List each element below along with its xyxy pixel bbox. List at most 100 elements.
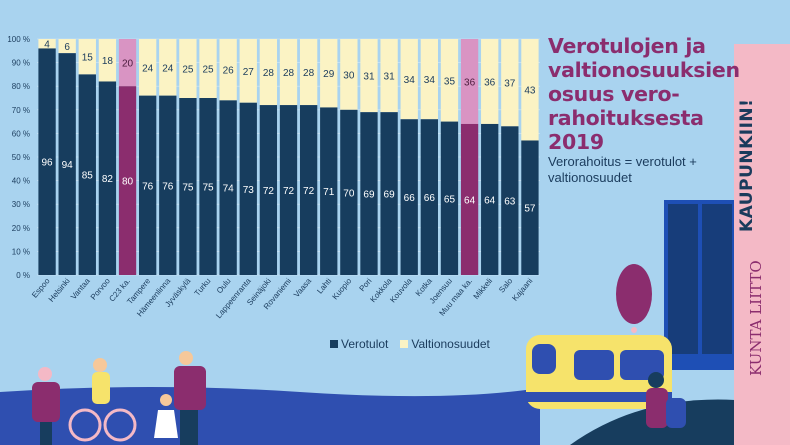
data-label-valtionosuudet: 25 [202,65,214,76]
bar-valtionosuudet [420,39,438,120]
x-tick-label: Kajaani [510,276,534,302]
y-tick-label: 40 % [12,177,30,186]
data-label-valtionosuudet: 18 [102,56,114,67]
data-label-verotulot: 85 [82,171,94,182]
data-label-verotulot: 75 [182,183,194,194]
data-label-verotulot: 74 [223,184,235,195]
bar-verotulot [460,123,479,276]
bar-valtionosuudet [440,39,459,122]
bar-verotulot [420,119,438,276]
data-label-verotulot: 80 [122,177,134,188]
legend-swatch-valtionosuudet [400,340,409,348]
data-label-verotulot: 69 [363,190,375,201]
bar-verotulot [219,100,237,275]
bar-verotulot [38,48,56,275]
data-label-verotulot: 75 [202,183,214,194]
data-label-valtionosuudet: 20 [122,59,134,70]
bar-valtionosuudet [78,39,96,75]
data-label-valtionosuudet: 31 [384,72,396,83]
person-right-body2 [666,398,686,428]
data-label-verotulot: 72 [283,186,295,197]
bar-valtionosuudet [299,39,318,106]
chart-title: Verotulojen ja valtionosuuksien osuus ve… [548,34,740,154]
data-label-valtionosuudet: 34 [424,75,436,86]
bike-wheel-right [103,408,137,442]
person-right-body [646,388,668,428]
data-label-valtionosuudet: 30 [343,70,355,81]
bar-valtionosuudet [481,39,499,124]
data-label-verotulot: 57 [524,204,536,215]
ground-shape [0,387,540,445]
legend-swatch-verotulot [330,340,338,348]
data-label-verotulot: 76 [162,181,174,192]
bar-verotulot [78,74,96,276]
bar-valtionosuudet [400,39,418,120]
bar-verotulot [440,121,459,275]
data-label-verotulot: 71 [323,187,335,198]
x-tick-label: Kouvola [388,276,414,304]
data-label-valtionosuudet: 43 [524,86,536,97]
x-tick-label: Vantaa [69,276,92,301]
data-label-valtionosuudet: 28 [303,68,315,79]
data-label-valtionosuudet: 29 [323,69,335,80]
data-label-valtionosuudet: 31 [363,72,375,83]
data-label-valtionosuudet: 36 [464,77,476,88]
y-tick-label: 20 % [12,224,30,233]
bar-valtionosuudet [219,39,237,101]
bar-valtionosuudet [179,39,197,98]
data-label-verotulot: 65 [444,194,456,205]
kuntaliitto-logo: KUNTA LIITTO [747,260,765,376]
data-label-valtionosuudet: 24 [162,63,174,74]
y-tick-label: 30 % [12,200,30,209]
bar-valtionosuudet [340,39,358,110]
bar-verotulot [400,119,418,276]
bar-valtionosuudet [98,39,117,82]
data-label-valtionosuudet: 36 [484,77,496,88]
bar-verotulot [139,95,157,275]
bar-valtionosuudet [118,39,137,87]
person-3-head [179,351,193,365]
tram-window-2 [574,350,614,380]
data-label-verotulot: 66 [404,193,416,204]
tram-window-1 [532,344,556,374]
bar-verotulot [320,107,338,275]
data-label-verotulot: 72 [263,186,275,197]
legend-label-valtionosuudet: Valtionosuudet [411,337,490,351]
x-tick-label: Lahti [315,276,333,295]
data-label-verotulot: 69 [384,190,396,201]
bar-valtionosuudet [279,39,298,106]
building-window-right [702,204,732,354]
data-label-valtionosuudet: 4 [44,40,50,51]
bar-valtionosuudet [58,39,76,54]
person-1-head [38,367,52,381]
x-tick-label: Turku [193,277,213,298]
bar-valtionosuudet [239,39,257,103]
y-tick-label: 70 % [12,106,30,115]
bar-verotulot [259,105,278,275]
data-label-valtionosuudet: 25 [182,65,194,76]
x-tick-label: Vaasa [292,276,313,299]
data-label-valtionosuudet: 28 [283,68,295,79]
legend-item-valtionosuudet: Valtionosuudet [400,337,490,351]
tram-window-3 [620,350,664,380]
tram-stripe [526,392,672,402]
data-label-verotulot: 73 [243,185,255,196]
legend-label-verotulot: Verotulot [341,337,389,351]
bar-valtionosuudet [521,39,539,141]
bar-valtionosuudet [460,39,479,124]
data-label-verotulot: 94 [62,160,74,171]
child-dress [154,410,178,438]
bar-verotulot [299,105,318,275]
bar-verotulot [118,86,137,275]
person-right-head [648,372,664,388]
x-tick-label: Oulu [215,277,233,296]
data-label-verotulot: 63 [504,197,516,208]
bar-valtionosuudet [380,39,398,113]
chart-subtitle: Verorahoitus = verotulot + valtionosuude… [548,154,697,185]
data-label-verotulot: 96 [41,158,53,169]
data-label-verotulot: 76 [142,181,154,192]
data-label-valtionosuudet: 26 [223,66,235,77]
data-label-valtionosuudet: 6 [64,42,70,53]
data-label-valtionosuudet: 27 [243,67,255,78]
data-label-verotulot: 70 [343,188,355,199]
